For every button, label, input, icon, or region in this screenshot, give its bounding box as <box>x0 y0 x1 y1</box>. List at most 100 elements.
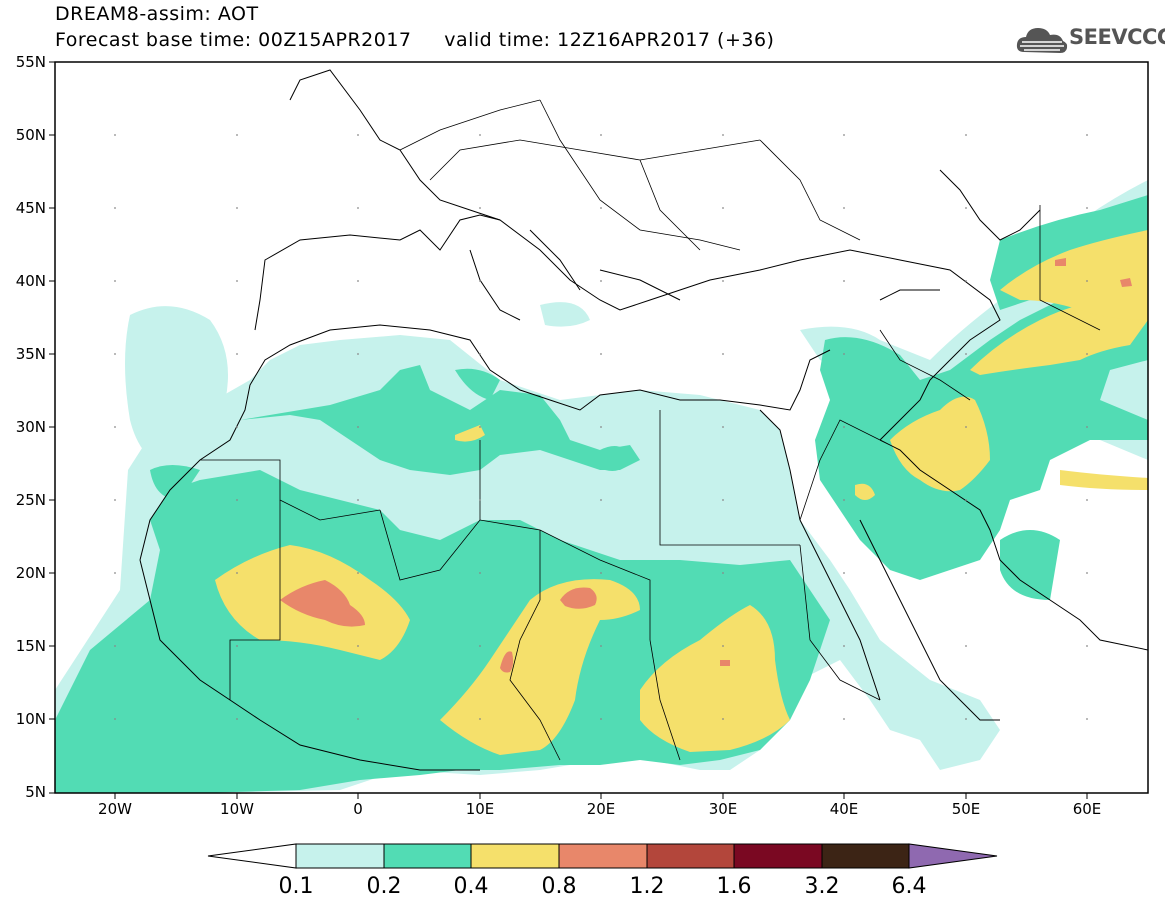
lon-label: 60E <box>1073 800 1102 818</box>
graticule-dot <box>236 207 238 209</box>
graticule-dot <box>965 426 967 428</box>
graticule-dot <box>965 572 967 574</box>
graticule-dot <box>843 572 845 574</box>
graticule-dot <box>114 645 116 647</box>
graticule-dot <box>1086 426 1088 428</box>
lat-label: 40N <box>16 272 46 290</box>
graticule-dot <box>722 718 724 720</box>
graticule-dot <box>479 134 481 136</box>
lat-label: 35N <box>16 345 46 363</box>
graticule-dot <box>114 718 116 720</box>
graticule-dot <box>479 645 481 647</box>
graticule-dot <box>600 718 602 720</box>
lon-label: 10E <box>466 800 495 818</box>
colorbar-swatch <box>733 843 823 869</box>
graticule-dot <box>357 280 359 282</box>
lon-label: 50E <box>952 800 981 818</box>
coastlines <box>139 69 1148 771</box>
colorbar-swatch <box>558 843 648 869</box>
graticule-dot <box>722 572 724 574</box>
aot-fields <box>55 180 1148 793</box>
graticule-dot <box>357 353 359 355</box>
colorbar-label: 3.2 <box>805 874 840 899</box>
lon-label: 0 <box>353 800 363 818</box>
colorbar-label: 0.2 <box>367 874 402 899</box>
graticule-dot <box>722 134 724 136</box>
graticule-dot <box>114 572 116 574</box>
graticule <box>114 134 1088 720</box>
cloud-icon <box>1016 28 1068 53</box>
graticule-dot <box>843 134 845 136</box>
country-borders <box>200 99 1101 761</box>
lat-label: 30N <box>16 418 46 436</box>
colorbar-label: 0.1 <box>279 874 314 899</box>
aot-level-0.4 <box>215 230 1148 755</box>
colorbar-label: 0.4 <box>454 874 489 899</box>
graticule-dot <box>357 572 359 574</box>
graticule-dot <box>236 426 238 428</box>
graticule-dot <box>843 499 845 501</box>
graticule-dot <box>965 353 967 355</box>
lon-label: 10W <box>220 800 254 818</box>
graticule-dot <box>600 572 602 574</box>
colorbar-label: 1.6 <box>717 874 752 899</box>
graticule-dot <box>114 426 116 428</box>
lat-label: 20N <box>16 564 46 582</box>
lon-label: 40E <box>830 800 859 818</box>
graticule-dot <box>1086 134 1088 136</box>
lat-label: 5N <box>25 783 46 801</box>
graticule-dot <box>1086 499 1088 501</box>
lat-label: 10N <box>16 710 46 728</box>
graticule-dot <box>236 353 238 355</box>
graticule-dot <box>965 280 967 282</box>
graticule-dot <box>965 645 967 647</box>
graticule-dot <box>843 718 845 720</box>
colorbar-swatch <box>383 843 472 869</box>
graticule-dot <box>1086 645 1088 647</box>
graticule-dot <box>357 134 359 136</box>
graticule-dot <box>600 134 602 136</box>
graticule-dot <box>722 499 724 501</box>
graticule-dot <box>236 645 238 647</box>
graticule-dot <box>600 207 602 209</box>
graticule-dot <box>722 280 724 282</box>
graticule-dot <box>236 134 238 136</box>
graticule-dot <box>479 353 481 355</box>
colorbar-label: 6.4 <box>892 874 927 899</box>
map-title: DREAM8-assim: AOT <box>55 3 259 25</box>
lat-label: 50N <box>16 126 46 144</box>
colorbar-swatch <box>470 843 560 869</box>
graticule-dot <box>357 645 359 647</box>
graticule-dot <box>114 280 116 282</box>
lat-label: 55N <box>16 53 46 71</box>
aot-level-0.8 <box>280 258 1132 673</box>
graticule-dot <box>1086 207 1088 209</box>
graticule-dot <box>600 499 602 501</box>
graticule-dot <box>965 499 967 501</box>
seevccc-logo: SEEVCCC <box>1016 24 1165 58</box>
lon-label: 20W <box>98 800 132 818</box>
graticule-dot <box>722 426 724 428</box>
graticule-dot <box>843 353 845 355</box>
graticule-dot <box>600 353 602 355</box>
graticule-dot <box>479 426 481 428</box>
graticule-dot <box>600 426 602 428</box>
graticule-dot <box>236 718 238 720</box>
graticule-dot <box>722 645 724 647</box>
graticule-dot <box>843 426 845 428</box>
colorbar-under-arrow <box>207 843 297 869</box>
graticule-dot <box>357 207 359 209</box>
graticule-dot <box>479 499 481 501</box>
graticule-dot <box>843 207 845 209</box>
graticule-dot <box>357 718 359 720</box>
colorbar-label: 1.2 <box>630 874 665 899</box>
graticule-dot <box>1086 572 1088 574</box>
graticule-dot <box>965 207 967 209</box>
lon-label: 20E <box>587 800 616 818</box>
graticule-dot <box>722 353 724 355</box>
colorbar-label: 0.8 <box>542 874 577 899</box>
lat-label: 25N <box>16 491 46 509</box>
longitude-labels: 20W 10W 0 10E 20E 30E 40E 50E 60E <box>98 800 1101 818</box>
graticule-dot <box>114 207 116 209</box>
graticule-dot <box>843 280 845 282</box>
